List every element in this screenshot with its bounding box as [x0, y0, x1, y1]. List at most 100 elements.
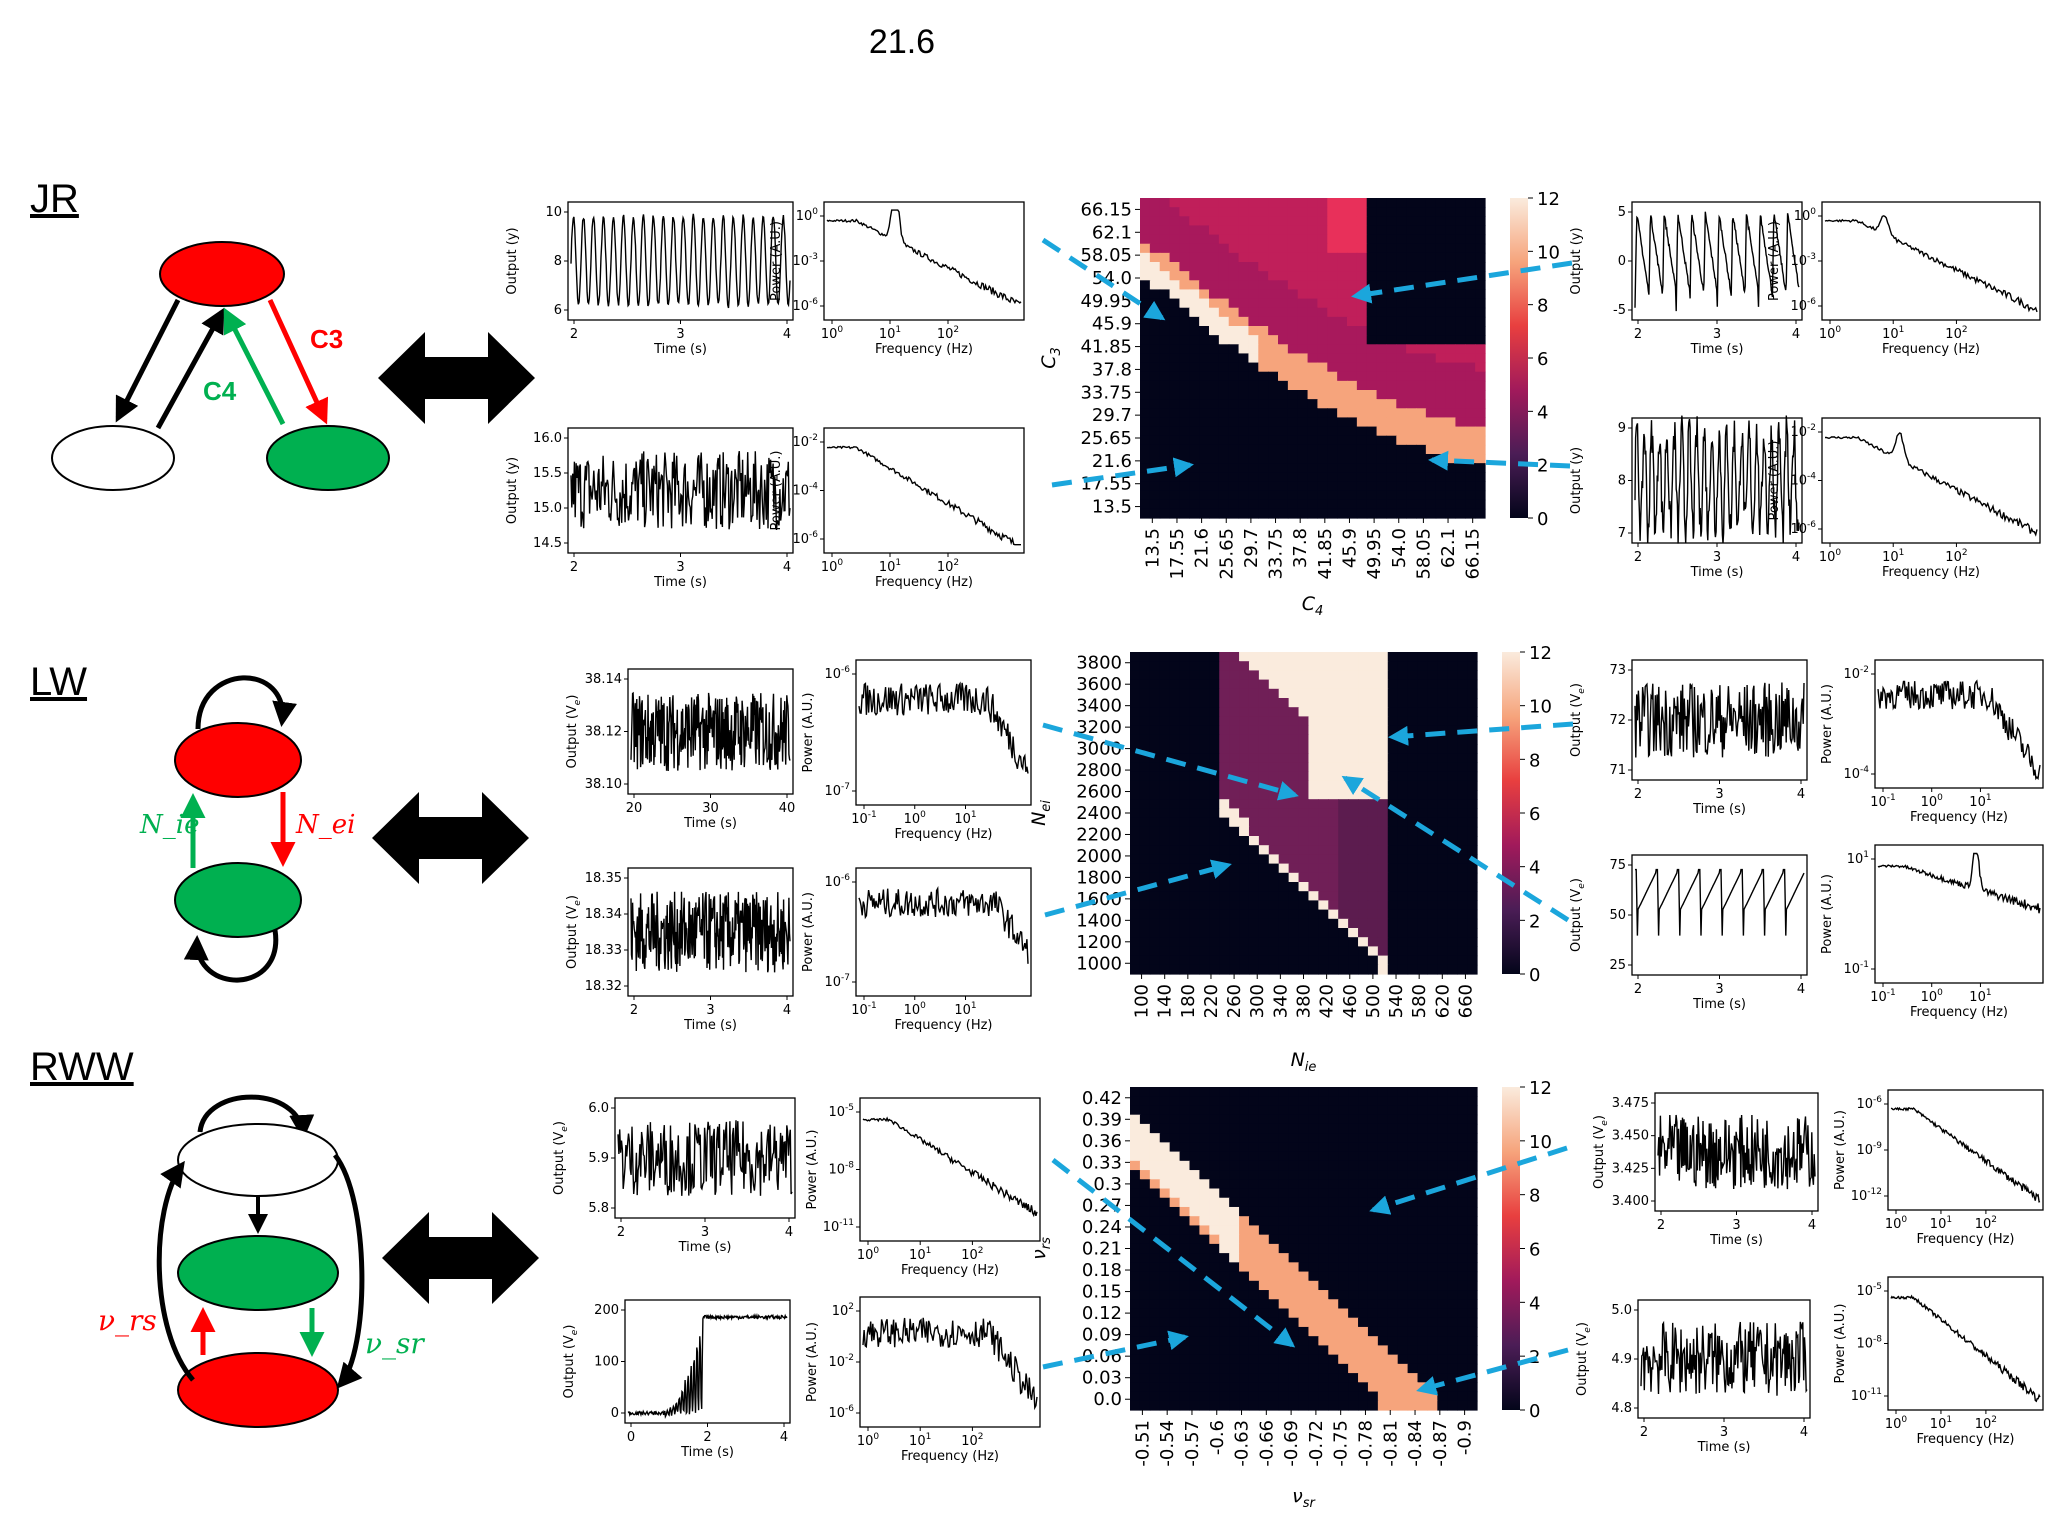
heatmap-cell: [1475, 426, 1486, 437]
heatmap-cell: [1149, 417, 1161, 428]
heatmap-cell: [1387, 679, 1399, 690]
heatmap-cell: [1386, 399, 1397, 409]
heatmap-cell: [1307, 234, 1319, 245]
heatmap-cell: [1447, 1253, 1458, 1263]
heatmap-cell: [1139, 1188, 1151, 1199]
heatmap-cell: [1239, 661, 1250, 671]
heatmap-cell: [1140, 380, 1151, 391]
heatmap-cell: [1447, 826, 1458, 837]
heatmap-cell: [1248, 836, 1260, 846]
heatmap-cell: [1179, 1290, 1191, 1300]
heatmap-cell: [1149, 688, 1161, 699]
heatmap-cell: [1397, 799, 1409, 809]
heatmap-cell: [1467, 1133, 1478, 1143]
heatmap-cell: [1328, 1188, 1339, 1199]
ts-panel-0-2-ytick: 0: [1618, 254, 1626, 269]
heatmap-cell: [1348, 909, 1359, 920]
ts-panel-1-0-xtick: 20: [626, 801, 643, 816]
heatmap-cell: [1328, 900, 1339, 911]
heatmap-cell: [1377, 1345, 1389, 1356]
ts-panel-0-3-xtick: 4: [1792, 550, 1800, 565]
heatmap-cell: [1149, 225, 1161, 236]
heatmap-cell: [1457, 872, 1468, 883]
heatmap-xtick: -0.66: [1256, 1420, 1277, 1467]
heatmap-cell: [1268, 435, 1279, 446]
heatmap-cell: [1219, 845, 1230, 855]
heatmap-cell: [1297, 289, 1309, 300]
heatmap-cell: [1248, 362, 1259, 373]
heatmap-cell: [1308, 1400, 1319, 1411]
heatmap-cell: [1358, 1363, 1369, 1374]
heatmap-cell: [1367, 1133, 1379, 1143]
heatmap-cell: [1287, 490, 1299, 501]
heatmap-cell: [1297, 243, 1309, 254]
heatmap-cell: [1425, 417, 1437, 428]
heatmap-cell: [1258, 790, 1270, 800]
heatmap-cell: [1268, 744, 1280, 754]
heatmap-cell: [1347, 234, 1358, 245]
ts-panel-2-1-xtick: 2: [703, 1430, 711, 1445]
heatmap-cell: [1288, 964, 1300, 975]
heatmap-cell: [1447, 854, 1458, 865]
heatmap-cell: [1318, 744, 1329, 754]
heatmap-cell: [1308, 1243, 1319, 1254]
heatmap-cell: [1328, 652, 1339, 662]
heatmap-cell: [1348, 845, 1359, 855]
heatmap-cell: [1406, 271, 1417, 281]
heatmap-cell: [1445, 307, 1457, 318]
heatmap-cell: [1248, 271, 1259, 281]
heatmap-cell: [1337, 216, 1348, 227]
heatmap-cell: [1258, 928, 1270, 938]
heatmap-cell: [1278, 1299, 1290, 1310]
heatmap-cell: [1376, 271, 1388, 281]
ts-panel-0-0-xlabel: Time (s): [653, 342, 707, 357]
heatmap-cell: [1199, 744, 1210, 754]
heatmap-cell: [1258, 937, 1270, 947]
heatmap-cell: [1169, 1087, 1181, 1097]
heatmap-cell: [1179, 435, 1190, 446]
heatmap-cell: [1149, 1216, 1161, 1227]
heatmap-cell: [1407, 1206, 1419, 1217]
heatmap-cell: [1149, 1179, 1161, 1190]
heatmap-cell: [1179, 1142, 1191, 1153]
heatmap-cell: [1287, 435, 1299, 446]
heatmap-cell: [1199, 1271, 1210, 1282]
heatmap-cell: [1366, 371, 1378, 382]
heatmap-cell: [1238, 444, 1250, 455]
heatmap-cell: [1287, 417, 1299, 428]
heatmap-cell: [1447, 900, 1458, 911]
heatmap-cell: [1318, 753, 1329, 763]
heatmap-cell: [1229, 1179, 1240, 1190]
heatmap-cell: [1199, 882, 1210, 892]
heatmap-cell: [1417, 1373, 1429, 1383]
heatmap-cell: [1179, 280, 1190, 291]
heatmap-cell: [1386, 463, 1397, 473]
heatmap-cell: [1348, 698, 1359, 708]
heatmap-cell: [1189, 472, 1200, 483]
heatmap-cell: [1278, 1216, 1290, 1227]
heatmap-cell: [1278, 753, 1290, 763]
heatmap-cell: [1387, 1262, 1399, 1273]
heatmap-cell: [1179, 734, 1191, 745]
heatmap-cell: [1467, 1391, 1478, 1402]
heatmap-cell: [1317, 216, 1328, 227]
ts-panel-1-1-ytick: 18.34: [585, 907, 622, 922]
heatmap-cell: [1209, 1087, 1220, 1097]
heatmap-cell: [1406, 234, 1417, 245]
heatmap-cell: [1278, 762, 1290, 773]
heatmap-cell: [1199, 1197, 1210, 1208]
psd-panel-0-3-spectrum: [1825, 432, 2038, 537]
heatmap-cell: [1407, 762, 1419, 773]
heatmap-cell: [1238, 307, 1250, 318]
heatmap-cell: [1297, 426, 1309, 437]
heatmap-cell: [1219, 900, 1230, 911]
heatmap-cell: [1229, 744, 1240, 754]
heatmap-cell: [1348, 1133, 1359, 1143]
heatmap-cell: [1467, 1345, 1478, 1356]
heatmap-cell: [1179, 472, 1190, 483]
heatmap-cell: [1377, 891, 1389, 901]
heatmap-cell: [1376, 454, 1388, 464]
heatmap-cell: [1218, 508, 1230, 519]
heatmap-cell: [1149, 799, 1161, 809]
heatmap-cell: [1189, 326, 1200, 336]
